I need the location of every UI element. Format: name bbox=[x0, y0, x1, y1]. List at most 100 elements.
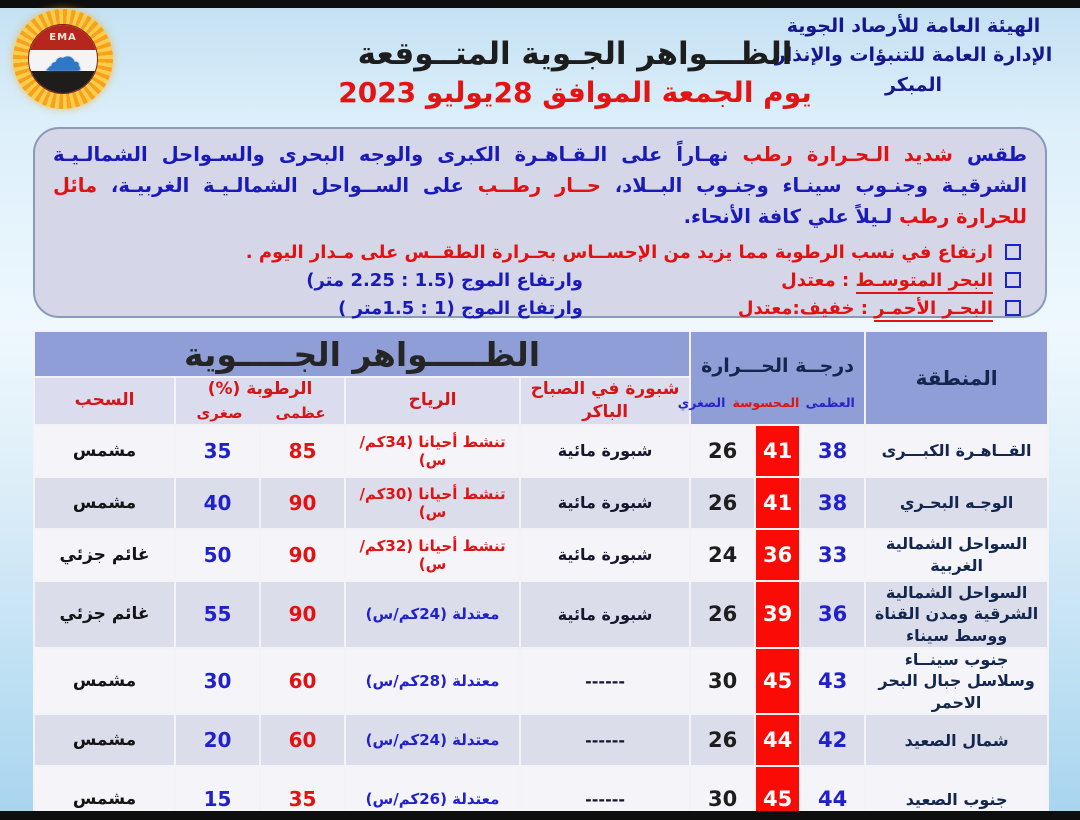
clouds-cell: مشمس bbox=[32, 713, 177, 768]
fog-cell: شبورة مائية bbox=[519, 423, 692, 478]
text-segment: : خفيف:معتدل bbox=[737, 297, 875, 319]
temp-min-cell: 26 bbox=[689, 475, 757, 530]
humidity-max-label: عظمى bbox=[275, 404, 326, 423]
forecast-paragraph: طقس شديد الـحـرارة رطب نهـاراً على الـقـ… bbox=[53, 139, 1027, 233]
table-row: جنوب سينــاء وسلاسل جبال البحر الاحمر 43 4… bbox=[32, 646, 1050, 716]
temperature-subheaders: العظمى المحسوسة الصغري bbox=[678, 395, 861, 410]
temp-max-cell: 43 bbox=[799, 646, 867, 716]
fog-cell: ------ bbox=[519, 713, 692, 768]
temp-max-cell: 38 bbox=[799, 423, 867, 478]
text-segment: ارتفاع في نسب الرطوبة مما يزيد من الإحسـ… bbox=[245, 241, 993, 263]
region-cell: جنوب سينــاء وسلاسل جبال البحر الاحمر bbox=[864, 646, 1050, 716]
table-header-row-1: المنطقة درجــة الحـــرارة العظمى المحسوس… bbox=[32, 330, 1050, 426]
temp-felt-cell: 39 bbox=[754, 579, 802, 649]
fog-cell: شبورة مائية bbox=[519, 475, 692, 530]
clouds-cell: مشمس bbox=[32, 423, 177, 478]
phenomena-header: الظـــــواهر الجـــــوية bbox=[32, 330, 692, 378]
temperature-header-title: درجــة الحـــرارة bbox=[701, 355, 854, 378]
temp-min-cell: 26 bbox=[689, 713, 757, 768]
text-segment: حــار رطــب bbox=[463, 174, 601, 198]
wind-cell: معتدلة (24كم/س) bbox=[344, 713, 522, 768]
fog-cell: شبورة مائية bbox=[519, 579, 692, 649]
temperature-column-header: درجــة الحـــرارة العظمى المحسوسة الصغري bbox=[678, 330, 867, 426]
bullet-label: ارتفاع في نسب الرطوبة مما يزيد من الإحسـ… bbox=[246, 242, 993, 263]
wind-cell: تنشط أحيانا (30كم/س) bbox=[344, 475, 522, 530]
table-row: شمال الصعيد 42 44 26 ------ معتدلة (24كم/س) 60… bbox=[32, 713, 1050, 768]
bullet-label: البحر المتوسـط : معتدل bbox=[748, 269, 993, 294]
region-cell: القــاهـرة الكبـــرى bbox=[864, 423, 1050, 478]
ema-logo-text: EMA bbox=[49, 32, 77, 43]
text-segment: : معتدل bbox=[781, 269, 856, 291]
humidity-min-cell: 20 bbox=[174, 713, 262, 768]
ema-emblem: EMA ☁ bbox=[28, 24, 98, 94]
clouds-cell: غائم جزئي bbox=[32, 527, 177, 582]
humidity-max-cell: 60 bbox=[259, 713, 347, 768]
temp-min-cell: 26 bbox=[689, 579, 757, 649]
bullet-square-icon bbox=[1005, 300, 1021, 317]
humidity-max-cell: 35 bbox=[259, 765, 347, 820]
humidity-max-cell: 60 bbox=[259, 646, 347, 716]
humidity-max-cell: 85 bbox=[259, 423, 347, 478]
clouds-cell: مشمس bbox=[32, 646, 177, 716]
fog-cell: ------ bbox=[519, 646, 692, 716]
text-segment: البحـر الأحمـر bbox=[874, 297, 993, 322]
clouds-column-header: السحب bbox=[32, 376, 177, 426]
region-cell: شمال الصعيد bbox=[864, 713, 1050, 768]
wave-height-text: وارتفاع الموج (1.5 : 2.25 متر) bbox=[306, 269, 583, 291]
fog-cell: ------ bbox=[519, 765, 692, 820]
forecast-table: المنطقة درجــة الحـــرارة العظمى المحسوس… bbox=[32, 330, 1050, 820]
temp-felt-cell: 44 bbox=[754, 713, 802, 768]
region-cell: السواحل الشمالية الغربية bbox=[864, 527, 1050, 582]
temp-min-cell: 26 bbox=[689, 423, 757, 478]
table-row: السواحل الشمالية الغربية 33 36 24 شبورة مائي… bbox=[32, 527, 1050, 582]
organization-header: الهيئة العامة للأرصاد الجوية الإدارة الع… bbox=[761, 12, 1066, 100]
humidity-min-cell: 30 bbox=[174, 646, 262, 716]
bullet-item: البحـر الأحمـر : خفيف:معتدل وارتفاع الموج… bbox=[53, 297, 1027, 322]
temp-min-cell: 24 bbox=[689, 527, 757, 582]
table-row: السواحل الشمالية الشرقية ومدن القناة ووس… bbox=[32, 579, 1050, 649]
ema-sun-logo: EMA ☁ bbox=[13, 9, 113, 109]
humidity-min-label: صغرى bbox=[196, 404, 243, 423]
wind-column-header: الرياح bbox=[344, 376, 522, 426]
clouds-cell: مشمس bbox=[32, 475, 177, 530]
text-segment: طقس bbox=[952, 143, 1027, 166]
table-header-row-2: شبورة في الصباح الباكر الرياح الرطوبة (%… bbox=[32, 376, 1048, 426]
region-cell: السواحل الشمالية الشرقية ومدن القناة ووس… bbox=[864, 579, 1050, 649]
wind-cell: معتدلة (28كم/س) bbox=[344, 646, 522, 716]
wind-cell: تنشط أحيانا (32كم/س) bbox=[344, 527, 522, 582]
wave-height-text: وارتفاع الموج (1 : 1.5متر ) bbox=[338, 297, 583, 319]
temp-felt-cell: 41 bbox=[754, 423, 802, 478]
temp-min-cell: 30 bbox=[689, 765, 757, 820]
temp-max-cell: 38 bbox=[799, 475, 867, 530]
text-segment: على الســواحل الشمالـيـة الغربيـة، bbox=[97, 174, 464, 198]
table-row: القــاهـرة الكبـــرى 38 41 26 شبورة مائية تنش… bbox=[32, 423, 1050, 478]
top-black-bar bbox=[0, 0, 1080, 8]
fog-column-header: شبورة في الصباح الباكر bbox=[519, 376, 692, 426]
emblem-black-band bbox=[29, 70, 97, 93]
emblem-red-band bbox=[29, 25, 97, 51]
title-block: الظـــواهر الجـوية المتــوقعة يوم الجمعة… bbox=[100, 36, 1050, 109]
region-cell: الوجـه البحـري bbox=[864, 475, 1050, 530]
humidity-max-cell: 90 bbox=[259, 579, 347, 649]
temp-max-cell: 42 bbox=[799, 713, 867, 768]
bullet-square-icon bbox=[1005, 244, 1021, 261]
date-line: يوم الجمعة الموافق 28يوليو 2023 bbox=[338, 76, 812, 109]
bullet-item: ارتفاع في نسب الرطوبة مما يزيد من الإحسـ… bbox=[53, 242, 1027, 263]
fog-cell: شبورة مائية bbox=[519, 527, 692, 582]
region-cell: جنوب الصعيد bbox=[864, 765, 1050, 820]
humidity-min-cell: 15 bbox=[174, 765, 262, 820]
temp-felt-cell: 41 bbox=[754, 475, 802, 530]
temp-max-cell: 36 bbox=[799, 579, 867, 649]
humidity-max-cell: 90 bbox=[259, 475, 347, 530]
bullet-list: ارتفاع في نسب الرطوبة مما يزيد من الإحسـ… bbox=[53, 242, 1027, 322]
bullet-square-icon bbox=[1005, 272, 1021, 289]
humidity-min-cell: 40 bbox=[174, 475, 262, 530]
humidity-title: الرطوبة (%) bbox=[207, 379, 313, 400]
org-line2: الإدارة العامة للتنبؤات والإنذار المبكر bbox=[774, 44, 1053, 96]
humidity-min-cell: 35 bbox=[174, 423, 262, 478]
humidity-subheaders: عظمى صغرى bbox=[179, 403, 341, 423]
wind-cell: معتدلة (24كم/س) bbox=[344, 579, 522, 649]
wind-cell: تنشط أحيانا (34كم/س) bbox=[344, 423, 522, 478]
temp-max-cell: 33 bbox=[799, 527, 867, 582]
